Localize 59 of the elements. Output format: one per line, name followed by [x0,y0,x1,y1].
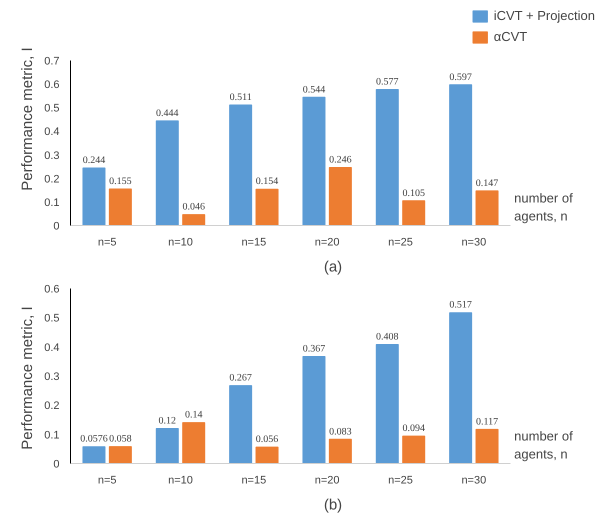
x-tick-label: n=30 [461,474,486,486]
data-label: 0.046 [182,202,205,213]
text: (b) [324,496,342,514]
x-tick-label: n=30 [461,236,486,248]
data-label: 0.367 [302,343,326,354]
x-tick-label: n=20 [314,474,340,486]
y-tick-label: 0 [53,220,60,232]
x-tick-label: n=25 [388,474,413,486]
y-tick-label: 0.2 [44,400,60,412]
x-tick-label: n=15 [241,474,266,486]
x-tick-label: n=15 [241,236,266,248]
y-tick-label: 0.6 [44,284,60,296]
x-tick-label: n=20 [314,236,340,248]
x-tick-label: n=5 [98,474,117,486]
data-label: 0.155 [109,176,132,187]
data-label: 0.154 [256,176,278,188]
data-label: 0.246 [329,154,352,166]
data-label: 0.444 [156,108,179,119]
data-label: 0.117 [476,416,498,428]
x-axis-title: number of agents, n [514,428,574,462]
data-label: 0.058 [109,434,132,445]
y-tick-label: 0.4 [44,126,60,138]
data-label: 0.083 [329,426,352,438]
x-tick-label: n=25 [388,236,413,248]
data-label: 0.511 [230,92,252,104]
y-tick-label: 0.7 [44,56,60,68]
data-label: 0.244 [82,154,106,166]
y-axis-title: Performance metric, I [19,47,36,191]
y-tick-label: 0.3 [44,150,60,162]
y-tick-label: 0.1 [44,196,60,209]
data-label: 0.267 [229,372,252,384]
y-tick-label: 0.6 [44,79,60,92]
text: (a) [324,258,342,276]
y-tick-label: 0.2 [44,173,60,186]
y-tick-label: 0.3 [44,371,60,383]
data-label: 0.056 [256,434,278,446]
y-tick-label: 0.5 [44,102,60,115]
x-tick-label: n=5 [98,236,117,248]
data-label: 0.094 [402,423,425,434]
x-tick-label: n=10 [168,236,193,248]
x-tick-label: n=10 [168,474,193,486]
data-label: 0.14 [184,410,202,421]
y-tick-label: 0.4 [44,342,60,354]
y-tick-label: 0.5 [44,312,60,325]
y-axis-title: Performance metric, I [19,306,36,450]
data-label: 0.147 [476,178,498,189]
y-tick-label: 0.1 [44,429,60,442]
x-axis-title: number of agents, n [514,190,574,224]
data-label: 0.0576 [80,434,108,445]
data-label: 0.408 [376,332,399,342]
legend-label: iCVT + Projection [494,8,595,23]
data-label: 0.517 [449,300,472,311]
legend-label: αCVT [494,29,528,44]
data-label: 0.544 [302,84,326,96]
data-label: 0.105 [402,188,425,199]
data-label: 0.597 [449,72,472,83]
data-label: 0.577 [376,76,399,88]
data-label: 0.12 [158,416,176,426]
y-tick-label: 0 [53,458,60,470]
